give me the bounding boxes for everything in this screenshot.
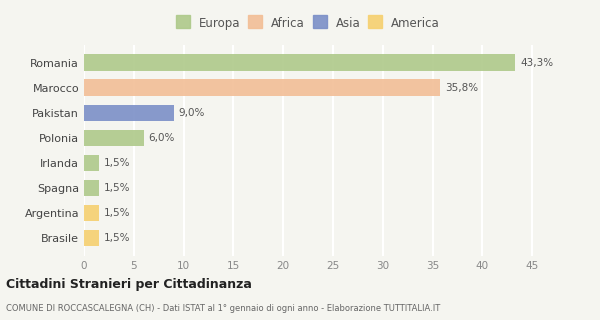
Bar [84, 205, 99, 221]
Text: 35,8%: 35,8% [445, 83, 479, 93]
Text: 6,0%: 6,0% [149, 133, 175, 143]
Text: Cittadini Stranieri per Cittadinanza: Cittadini Stranieri per Cittadinanza [6, 278, 252, 292]
Bar [84, 54, 515, 71]
Text: 1,5%: 1,5% [104, 158, 130, 168]
Bar [84, 230, 99, 246]
Legend: Europa, Africa, Asia, America: Europa, Africa, Asia, America [175, 15, 442, 33]
Bar [84, 155, 99, 171]
Bar [84, 79, 440, 96]
Text: 1,5%: 1,5% [104, 208, 130, 218]
Text: 1,5%: 1,5% [104, 233, 130, 243]
Text: 43,3%: 43,3% [520, 58, 553, 68]
Text: 1,5%: 1,5% [104, 183, 130, 193]
Bar [84, 180, 99, 196]
Bar [84, 130, 144, 146]
Bar [84, 105, 173, 121]
Text: COMUNE DI ROCCASCALEGNA (CH) - Dati ISTAT al 1° gennaio di ogni anno - Elaborazi: COMUNE DI ROCCASCALEGNA (CH) - Dati ISTA… [6, 304, 440, 313]
Text: 9,0%: 9,0% [179, 108, 205, 118]
